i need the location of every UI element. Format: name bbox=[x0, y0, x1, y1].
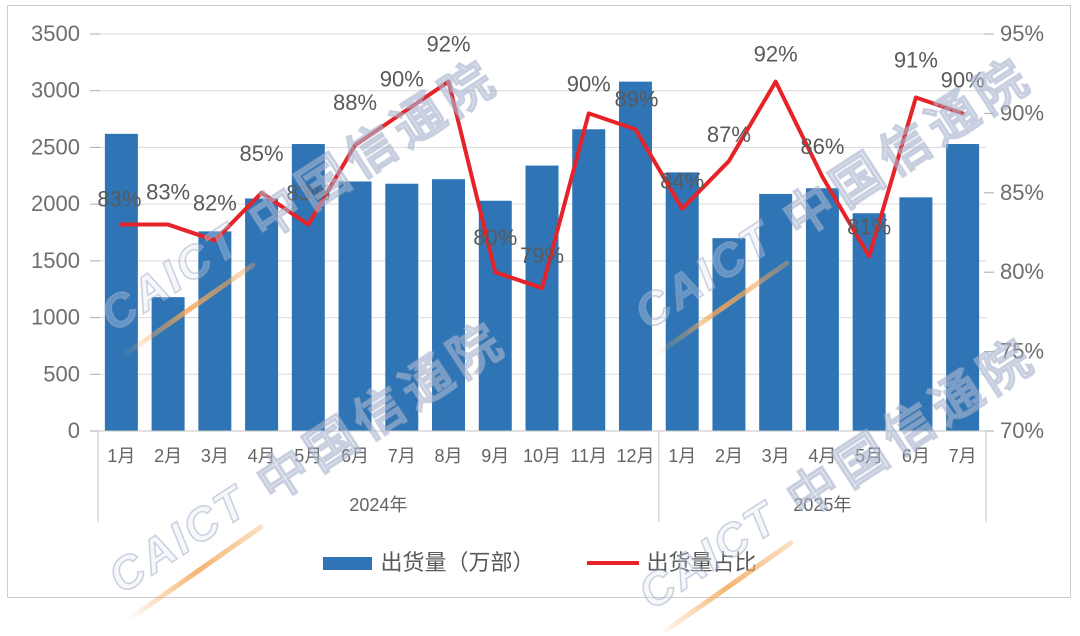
right-axis-label-85%: 85% bbox=[1000, 180, 1044, 205]
month-label-2024年-11月: 11月 bbox=[570, 446, 607, 466]
legend-bar-swatch bbox=[323, 556, 373, 570]
share-point-label-2025年-1月: 84% bbox=[660, 169, 704, 194]
share-point-label-2024年-1月: 83% bbox=[97, 187, 141, 212]
month-label-2025年-3月: 3月 bbox=[762, 446, 790, 466]
right-axis-label-75%: 75% bbox=[1000, 339, 1044, 364]
month-label-2024年-8月: 8月 bbox=[435, 446, 463, 466]
share-point-label-2024年-5月: 83% bbox=[286, 181, 330, 206]
share-point-label-2024年-9月: 80% bbox=[473, 225, 517, 250]
month-label-2024年-1月: 1月 bbox=[107, 446, 135, 466]
bar-2025年-5月 bbox=[852, 213, 886, 431]
year-label-2025年: 2025年 bbox=[793, 495, 851, 515]
month-label-2024年-10月: 10月 bbox=[523, 446, 561, 466]
bar-2024年-12月 bbox=[618, 81, 652, 431]
bar-2024年-3月 bbox=[198, 231, 232, 431]
share-point-label-2024年-2月: 83% bbox=[146, 180, 190, 205]
month-label-2024年-7月: 7月 bbox=[388, 446, 416, 466]
legend: 出货量（万部） 出货量占比 bbox=[0, 546, 1080, 580]
month-label-2025年-6月: 6月 bbox=[902, 446, 930, 466]
share-point-label-2024年-12月: 89% bbox=[614, 86, 658, 111]
left-axis-label-2000: 2000 bbox=[31, 191, 80, 216]
legend-item-share: 出货量占比 bbox=[586, 550, 757, 575]
share-point-label-2024年-3月: 82% bbox=[193, 190, 237, 215]
share-point-label-2024年-8月: 92% bbox=[427, 32, 471, 57]
left-axis-label-3500: 3500 bbox=[31, 21, 80, 46]
bar-2024年-11月 bbox=[572, 129, 606, 431]
bar-2024年-10月 bbox=[525, 165, 559, 431]
left-axis-label-500: 500 bbox=[43, 361, 80, 386]
right-axis-label-95%: 95% bbox=[1000, 21, 1044, 46]
right-axis-label-90%: 90% bbox=[1000, 100, 1044, 125]
month-label-2024年-6月: 6月 bbox=[341, 446, 369, 466]
combo-chart: 3500 3000 2500 2000 1500 1000 500 0 95% 90% 85% 80%… bbox=[31, 21, 1044, 522]
bar-2024年-6月 bbox=[338, 181, 372, 431]
month-label-2024年-2月: 2月 bbox=[154, 446, 182, 466]
share-point-label-2025年-4月: 86% bbox=[800, 134, 844, 159]
share-point-label-2024年-10月: 79% bbox=[520, 243, 564, 268]
share-point-label-2024年-11月: 90% bbox=[567, 71, 611, 96]
left-axis-label-1000: 1000 bbox=[31, 305, 80, 330]
chart-canvas: 3500 3000 2500 2000 1500 1000 500 0 95% 90% 85% 80%… bbox=[0, 5, 1080, 636]
legend-item-shipments: 出货量（万部） bbox=[323, 550, 535, 575]
left-axis-label-1500: 1500 bbox=[31, 248, 80, 273]
share-point-label-2024年-7月: 90% bbox=[380, 66, 424, 91]
month-label-2025年-7月: 7月 bbox=[949, 446, 977, 466]
bar-2024年-5月 bbox=[291, 144, 325, 431]
bar-2025年-4月 bbox=[805, 188, 839, 431]
bar-2024年-1月 bbox=[104, 133, 138, 431]
share-point-label-2025年-2月: 87% bbox=[707, 122, 751, 147]
bar-2025年-6月 bbox=[899, 197, 933, 431]
legend-label-shipments: 出货量（万部） bbox=[380, 550, 535, 575]
share-point-label-2024年-4月: 85% bbox=[240, 141, 284, 166]
bar-2024年-8月 bbox=[432, 179, 466, 431]
share-point-label-2025年-3月: 92% bbox=[754, 42, 798, 67]
left-axis-label-0: 0 bbox=[68, 418, 80, 443]
month-label-2024年-3月: 3月 bbox=[201, 446, 229, 466]
bar-2024年-9月 bbox=[478, 200, 512, 431]
month-label-2024年-4月: 4月 bbox=[248, 446, 276, 466]
right-axis-label-70%: 70% bbox=[1000, 418, 1044, 443]
month-label-2025年-2月: 2月 bbox=[715, 446, 743, 466]
share-point-label-2024年-6月: 88% bbox=[333, 90, 377, 115]
month-label-2025年-5月: 5月 bbox=[855, 446, 883, 466]
bar-2024年-4月 bbox=[245, 198, 279, 431]
bar-2025年-1月 bbox=[665, 172, 699, 431]
legend-line-swatch bbox=[586, 561, 639, 565]
bar-2025年-7月 bbox=[946, 144, 980, 431]
legend-label-share: 出货量占比 bbox=[646, 550, 757, 575]
left-axis-label-2500: 2500 bbox=[31, 134, 80, 159]
month-label-2024年-5月: 5月 bbox=[294, 446, 322, 466]
month-label-2024年-9月: 9月 bbox=[481, 446, 509, 466]
bar-2025年-3月 bbox=[759, 193, 793, 431]
year-label-2024年: 2024年 bbox=[349, 495, 407, 515]
bar-2024年-2月 bbox=[151, 297, 185, 431]
bar-2025年-2月 bbox=[712, 238, 746, 431]
left-axis-label-3000: 3000 bbox=[31, 78, 80, 103]
month-label-2025年-1月: 1月 bbox=[668, 446, 696, 466]
bar-2024年-7月 bbox=[385, 183, 419, 431]
share-point-label-2025年-6月: 91% bbox=[894, 48, 938, 73]
month-label-2025年-4月: 4月 bbox=[808, 446, 836, 466]
share-point-label-2025年-5月: 81% bbox=[847, 214, 891, 239]
right-axis-label-80%: 80% bbox=[1000, 259, 1044, 284]
share-line bbox=[119, 79, 965, 291]
share-point-label-2025年-7月: 90% bbox=[941, 67, 985, 92]
month-label-2024年-12月: 12月 bbox=[616, 446, 654, 466]
